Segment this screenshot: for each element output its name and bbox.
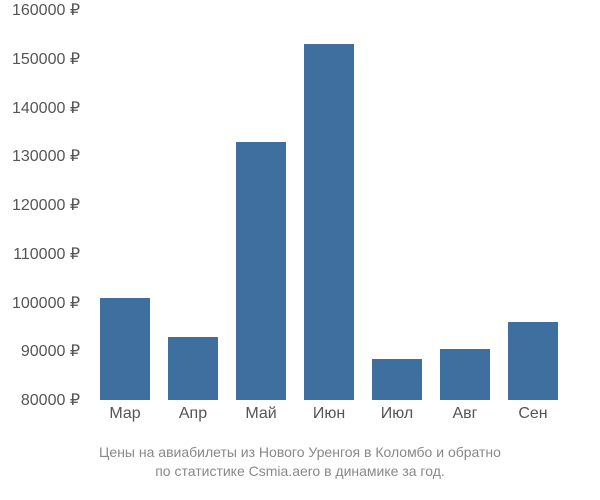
y-tick-label: 120000 ₽ [12, 195, 80, 215]
x-tick-label: Июл [381, 405, 413, 423]
y-tick-label: 160000 ₽ [12, 0, 80, 20]
bar [168, 337, 218, 400]
bars-container [90, 10, 580, 400]
y-axis-labels: 80000 ₽90000 ₽100000 ₽110000 ₽120000 ₽13… [0, 10, 85, 400]
x-tick-label: Авг [452, 405, 477, 423]
x-tick-label: Май [245, 405, 276, 423]
y-tick-label: 140000 ₽ [12, 98, 80, 118]
bar [236, 142, 286, 400]
x-tick-label: Сен [518, 405, 547, 423]
caption-line-2: по статистике Csmia.aero в динамике за г… [155, 463, 445, 479]
y-tick-label: 90000 ₽ [21, 341, 80, 361]
x-tick-label: Апр [179, 405, 207, 423]
bar [508, 322, 558, 400]
bar [100, 298, 150, 400]
y-tick-label: 150000 ₽ [12, 49, 80, 69]
x-axis-labels: Мар Апр Май Июн Июл Авг Сен [90, 405, 580, 435]
y-tick-label: 110000 ₽ [13, 244, 80, 264]
x-tick-label: Июн [313, 405, 345, 423]
bar [440, 349, 490, 400]
y-tick-label: 130000 ₽ [12, 146, 80, 166]
y-tick-label: 80000 ₽ [21, 390, 80, 410]
y-tick-label: 100000 ₽ [12, 293, 80, 313]
x-tick-label: Мар [109, 405, 140, 423]
chart-plot-area [90, 10, 580, 400]
bar [372, 359, 422, 400]
bar [304, 44, 354, 400]
chart-caption: Цены на авиабилеты из Нового Уренгоя в К… [0, 443, 600, 482]
caption-line-1: Цены на авиабилеты из Нового Уренгоя в К… [99, 444, 501, 460]
